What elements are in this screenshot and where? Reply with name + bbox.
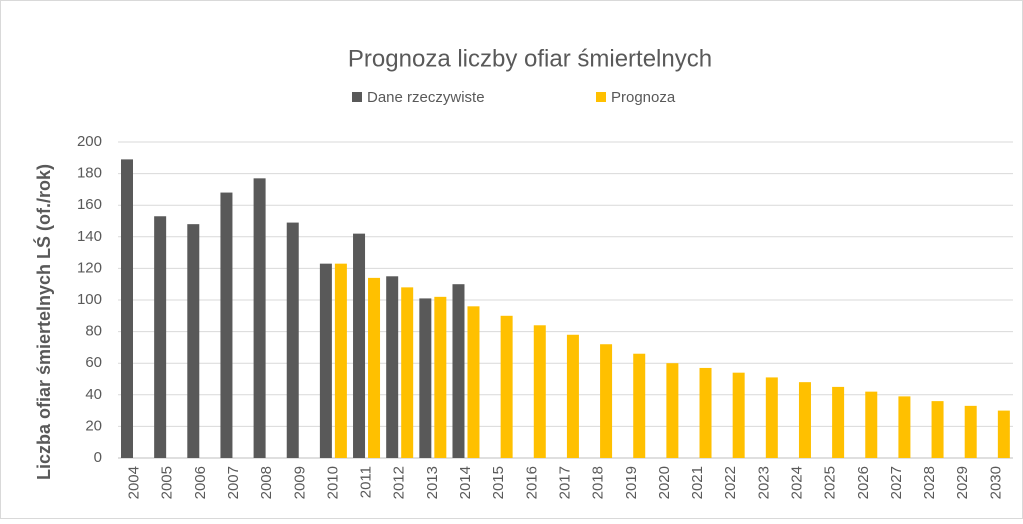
bar [253,178,266,458]
x-tick-label: 2006 [192,466,209,499]
bar [386,276,399,458]
x-tick-label: 2016 [523,466,540,499]
y-tick-label: 180 [77,165,102,182]
y-tick-label: 0 [94,449,102,466]
bar [865,391,878,458]
x-tick-label: 2021 [689,466,706,499]
x-tick-label: 2025 [822,466,839,499]
x-tick-label: 2007 [225,466,242,499]
y-tick-label: 140 [77,228,102,245]
bar [500,315,513,458]
bar [798,382,811,458]
x-tick-label: 2008 [258,466,275,499]
bar [964,405,977,458]
x-tick-label: 2017 [556,466,573,499]
x-tick-label: 2013 [424,466,441,499]
bar [220,192,233,458]
x-tick-label: 2024 [789,466,806,499]
bar [286,222,299,458]
bar [699,367,712,458]
bar [666,363,679,458]
bar [533,325,546,458]
bar [334,263,347,458]
bar [121,159,133,458]
y-axis-label: Liczba ofiar śmiertelnych LŚ (of./rok) [33,164,54,480]
x-tick-label: 2022 [722,466,739,499]
x-tick-label: 2019 [623,466,640,499]
legend-swatch [596,92,606,102]
legend-label: Prognoza [611,89,676,106]
bar [319,263,332,458]
y-tick-label: 160 [77,196,102,213]
chart-title: Prognoza liczby ofiar śmiertelnych [348,45,712,72]
bar [187,224,200,458]
bar [434,296,447,458]
legend-label: Dane rzeczywiste [367,89,485,106]
x-tick-label: 2028 [921,466,938,499]
y-tick-label: 60 [85,354,102,371]
bar [898,396,911,458]
x-tick-label: 2011 [358,466,375,498]
bar [419,298,432,458]
bar [600,344,613,458]
y-tick-label: 120 [77,259,102,276]
x-tick-label: 2014 [457,466,474,499]
bar [566,334,579,458]
bar [368,277,381,458]
bar [467,306,480,458]
x-tick-label: 2018 [590,466,607,499]
bar [832,386,845,458]
bar [154,216,167,458]
x-tick-label: 2020 [656,466,673,499]
x-tick-label: 2010 [324,466,341,499]
y-tick-label: 100 [77,291,102,308]
x-tick-label: 2030 [987,466,1004,499]
bar [452,284,465,458]
y-tick-label: 80 [85,323,102,340]
x-tick-label: 2027 [888,466,905,499]
bar [732,372,745,458]
x-tick-label: 2015 [490,466,507,499]
bar [353,233,366,458]
x-tick-label: 2009 [291,466,308,499]
bar [997,410,1010,458]
legend-swatch [352,92,362,102]
y-tick-label: 40 [85,386,102,403]
x-tick-label: 2012 [391,466,408,499]
y-tick-label: 200 [77,133,102,150]
x-tick-label: 2026 [855,466,872,499]
x-tick-label: 2005 [159,466,176,499]
bar [931,401,944,458]
bar [401,287,414,458]
x-tick-label: 2004 [126,466,143,499]
bar [765,377,778,458]
x-tick-label: 2029 [954,466,971,499]
bar [633,353,646,458]
y-tick-label: 20 [85,417,102,434]
x-tick-label: 2023 [755,466,772,499]
